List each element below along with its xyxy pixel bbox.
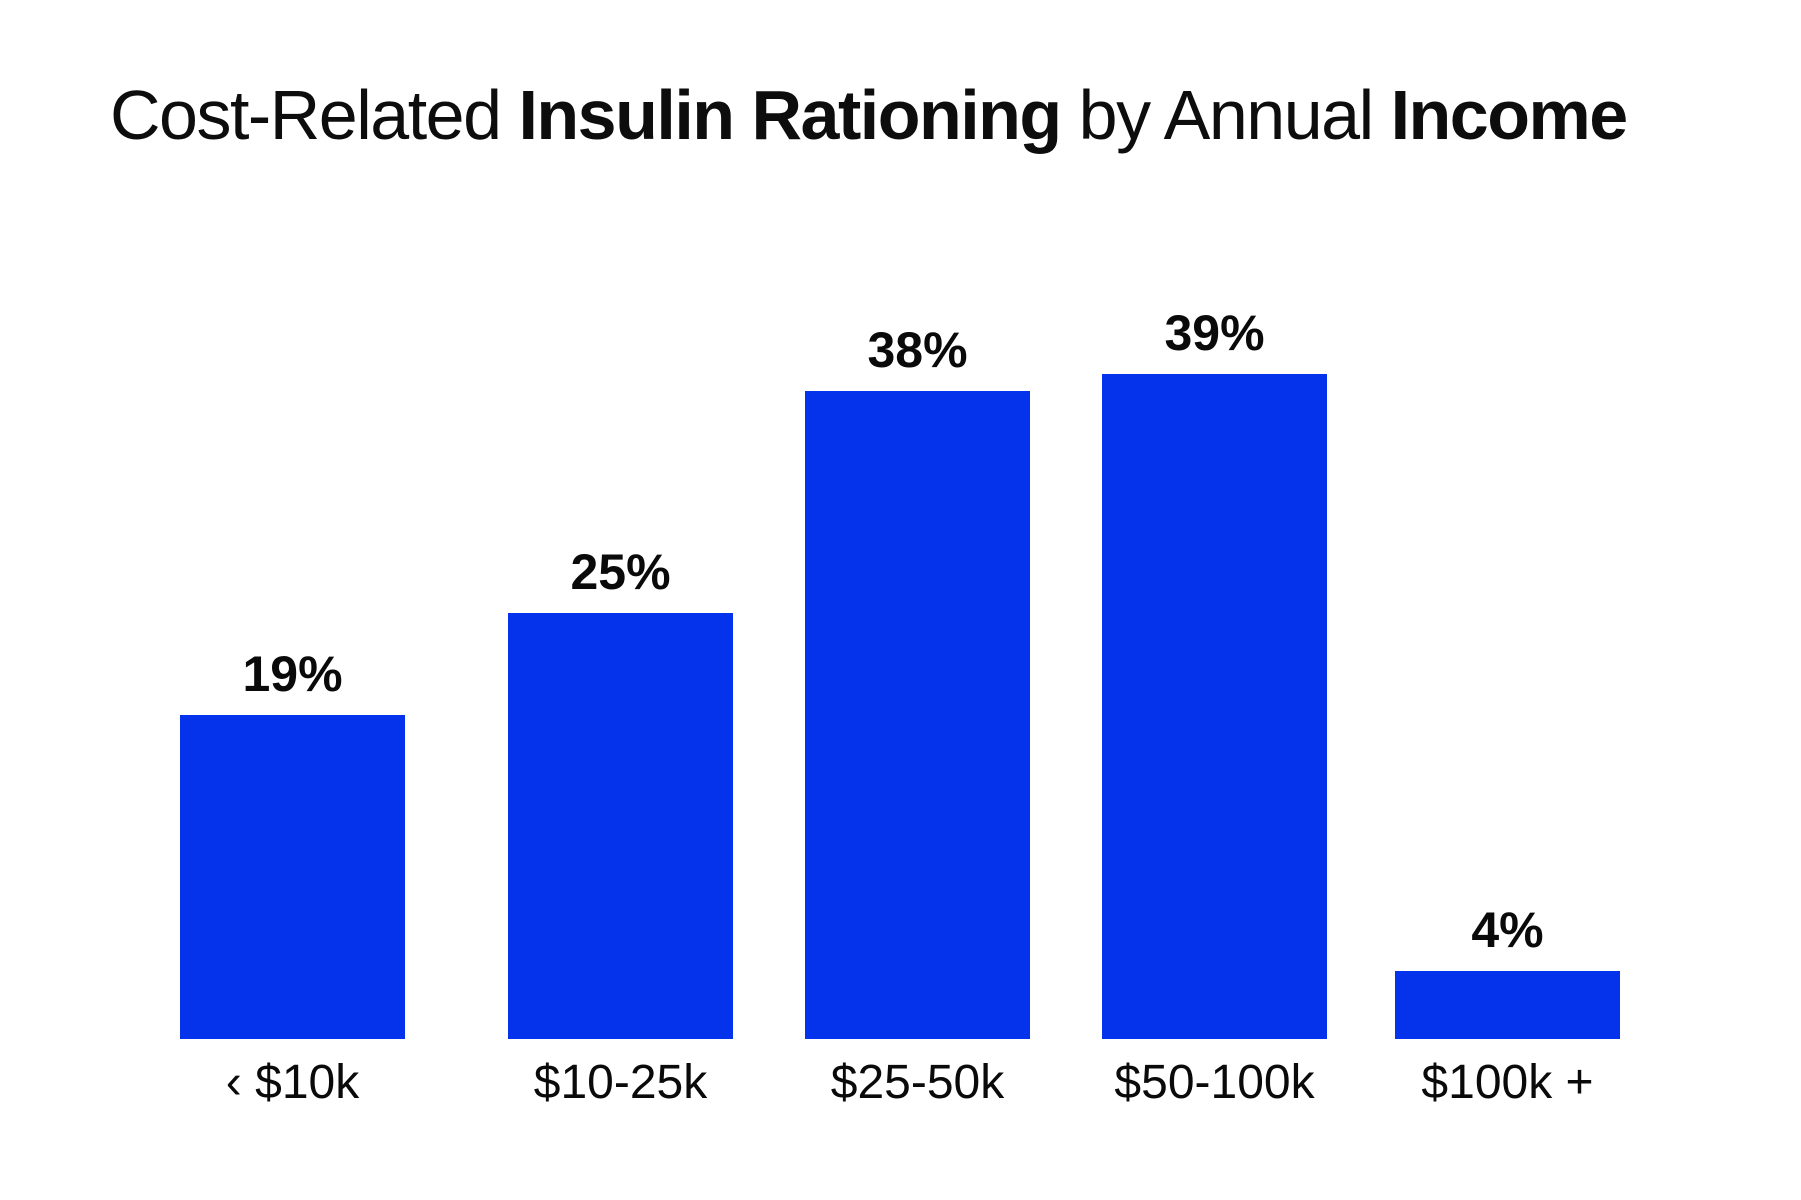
bar: [1102, 374, 1327, 1039]
title-part-bold: Income: [1390, 76, 1629, 154]
bar-value-label: 25%: [570, 544, 671, 600]
bar-value-label: 19%: [242, 646, 343, 702]
bar: [1395, 971, 1620, 1039]
bar-value-label: 4%: [1471, 902, 1544, 958]
x-axis-label: ‹ $10k: [225, 1056, 360, 1109]
bar-group: 25% $10-25k: [508, 544, 733, 1107]
title-part-bold: Insulin Rationing: [518, 76, 1062, 154]
bar: [508, 613, 733, 1039]
title-part: by Annual: [1060, 76, 1391, 154]
x-axis-label: $10-25k: [533, 1056, 708, 1109]
bar: [805, 391, 1030, 1039]
bar-value-label: 39%: [1164, 305, 1265, 361]
bar-group: 39% $50-100k: [1102, 305, 1327, 1107]
x-axis-label: $50-100k: [1114, 1056, 1315, 1109]
x-axis-label: $25-50k: [830, 1056, 1005, 1109]
bar-group: 4% $100k +: [1395, 902, 1620, 1107]
x-axis-label: $100k +: [1421, 1056, 1594, 1109]
bar-value-label: 38%: [867, 322, 968, 378]
bar: [180, 715, 405, 1039]
bar-group: 19% ‹ $10k: [180, 646, 405, 1107]
title-part: Cost-Related: [110, 76, 519, 154]
chart-title: Cost-Related Insulin Rationing by Annual…: [110, 80, 1628, 150]
bar-group: 38% $25-50k: [805, 322, 1030, 1107]
